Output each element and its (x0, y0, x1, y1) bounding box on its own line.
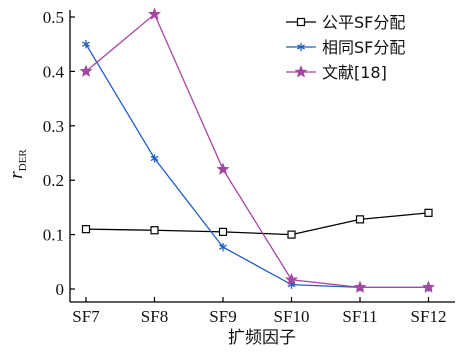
legend-item: 相同SF分配 (286, 38, 405, 57)
data-point (150, 154, 159, 163)
series-line (85, 13, 429, 289)
x-axis-ticks: SF7 SF8 SF9 SF10 SF11 SF12 (72, 297, 446, 326)
data-point (219, 242, 227, 252)
data-point (218, 227, 228, 236)
series-3 (79, 7, 435, 293)
x-tick-label: SF10 (274, 307, 310, 326)
legend-marker (297, 42, 305, 52)
data-point (82, 40, 90, 49)
x-tick-label: SF9 (209, 307, 236, 326)
x-tick-label: SF7 (72, 307, 100, 326)
y-tick-label: 0 (56, 280, 65, 299)
series-layer (79, 7, 435, 293)
series-1 (81, 208, 433, 239)
legend-item: 公平SF分配 (286, 13, 405, 32)
data-point (150, 226, 159, 235)
legend-label: 文献[18] (322, 63, 387, 82)
x-tick-label: SF8 (141, 307, 168, 326)
legend-marker (296, 17, 306, 27)
axes (69, 10, 455, 303)
data-point (148, 7, 161, 20)
y-tick-label: 0.3 (43, 117, 64, 136)
y-tick-label: 0.4 (43, 62, 65, 81)
data-point (355, 215, 365, 224)
series-line (85, 212, 429, 236)
legend-label: 公平SF分配 (322, 13, 405, 32)
data-point (79, 64, 93, 77)
y-axis-title-sub: DER (17, 149, 29, 172)
data-point (353, 280, 367, 293)
data-point (285, 272, 298, 286)
y-tick-label: 0.2 (43, 171, 64, 190)
y-axis-title: rDER (6, 149, 29, 179)
x-tick-label: SF11 (342, 307, 377, 326)
y-tick-label: 0.5 (43, 8, 64, 27)
x-tick-label: SF12 (411, 307, 447, 326)
data-point (422, 280, 435, 293)
data-point (424, 208, 433, 217)
legend-label: 相同SF分配 (322, 38, 405, 57)
legend-marker (294, 65, 308, 78)
x-axis-title: 扩频因子 (228, 328, 296, 348)
data-point (216, 162, 230, 175)
y-tick-label: 0.1 (43, 226, 64, 245)
y-axis-ticks: 0 0.1 0.2 0.3 0.4 0.5 (43, 8, 75, 299)
data-point (287, 230, 296, 239)
legend-item: 文献[18] (286, 63, 387, 82)
data-point (81, 225, 91, 234)
y-axis-title-main: r (6, 171, 27, 179)
